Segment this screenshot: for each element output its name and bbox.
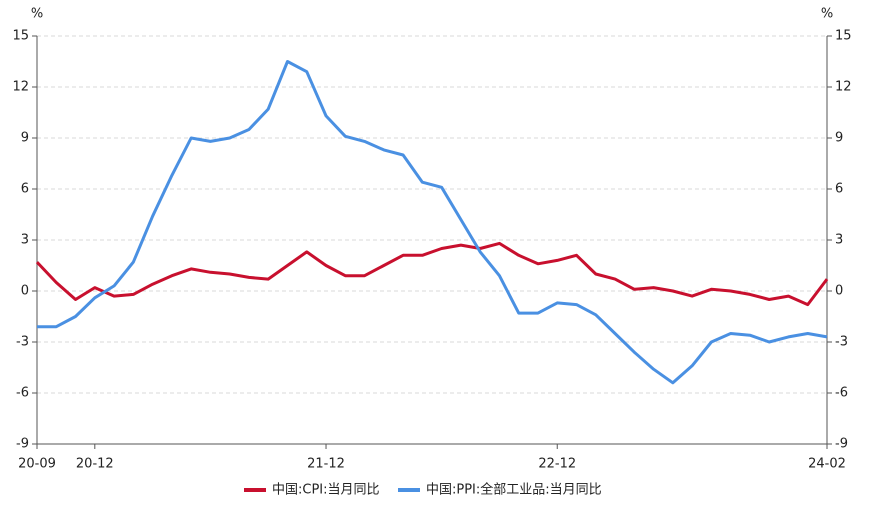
y-tick-label: 3 [21,233,29,248]
y2-tick-label: 12 [835,80,852,95]
y2-axis-unit: % [821,7,833,22]
legend-label: 中国:CPI:当月同比 [272,483,380,498]
x-tick-label: 24-02 [808,457,846,472]
y2-tick-label: -9 [835,437,848,452]
y-tick-label: -6 [16,386,29,401]
y2-tick-label: 0 [835,284,843,299]
y-tick-label: 15 [12,29,29,44]
y-tick-label: 6 [21,182,29,197]
series-line [35,241,829,307]
y2-tick-label: -6 [835,386,848,401]
y-tick-label: -3 [16,335,29,350]
x-tick-label: 22-12 [538,457,576,472]
y-tick-label: 0 [21,284,29,299]
y2-tick-label: 6 [835,182,843,197]
y2-tick-label: 15 [835,29,852,44]
x-tick-label: 21-12 [307,457,345,472]
y2-tick-label: -3 [835,335,848,350]
y2-tick-label: 3 [835,233,843,248]
x-tick-label: 20-09 [18,457,56,472]
y2-tick-label: 9 [835,131,843,146]
y-tick-label: -9 [16,437,29,452]
series-line [37,60,828,385]
y-axis-unit: % [31,7,43,22]
x-tick-label: 20-12 [76,457,114,472]
y-tick-label: 9 [21,131,29,146]
legend-label: 中国:PPI:全部工业品:当月同比 [426,482,602,498]
y-tick-label: 12 [12,80,29,95]
